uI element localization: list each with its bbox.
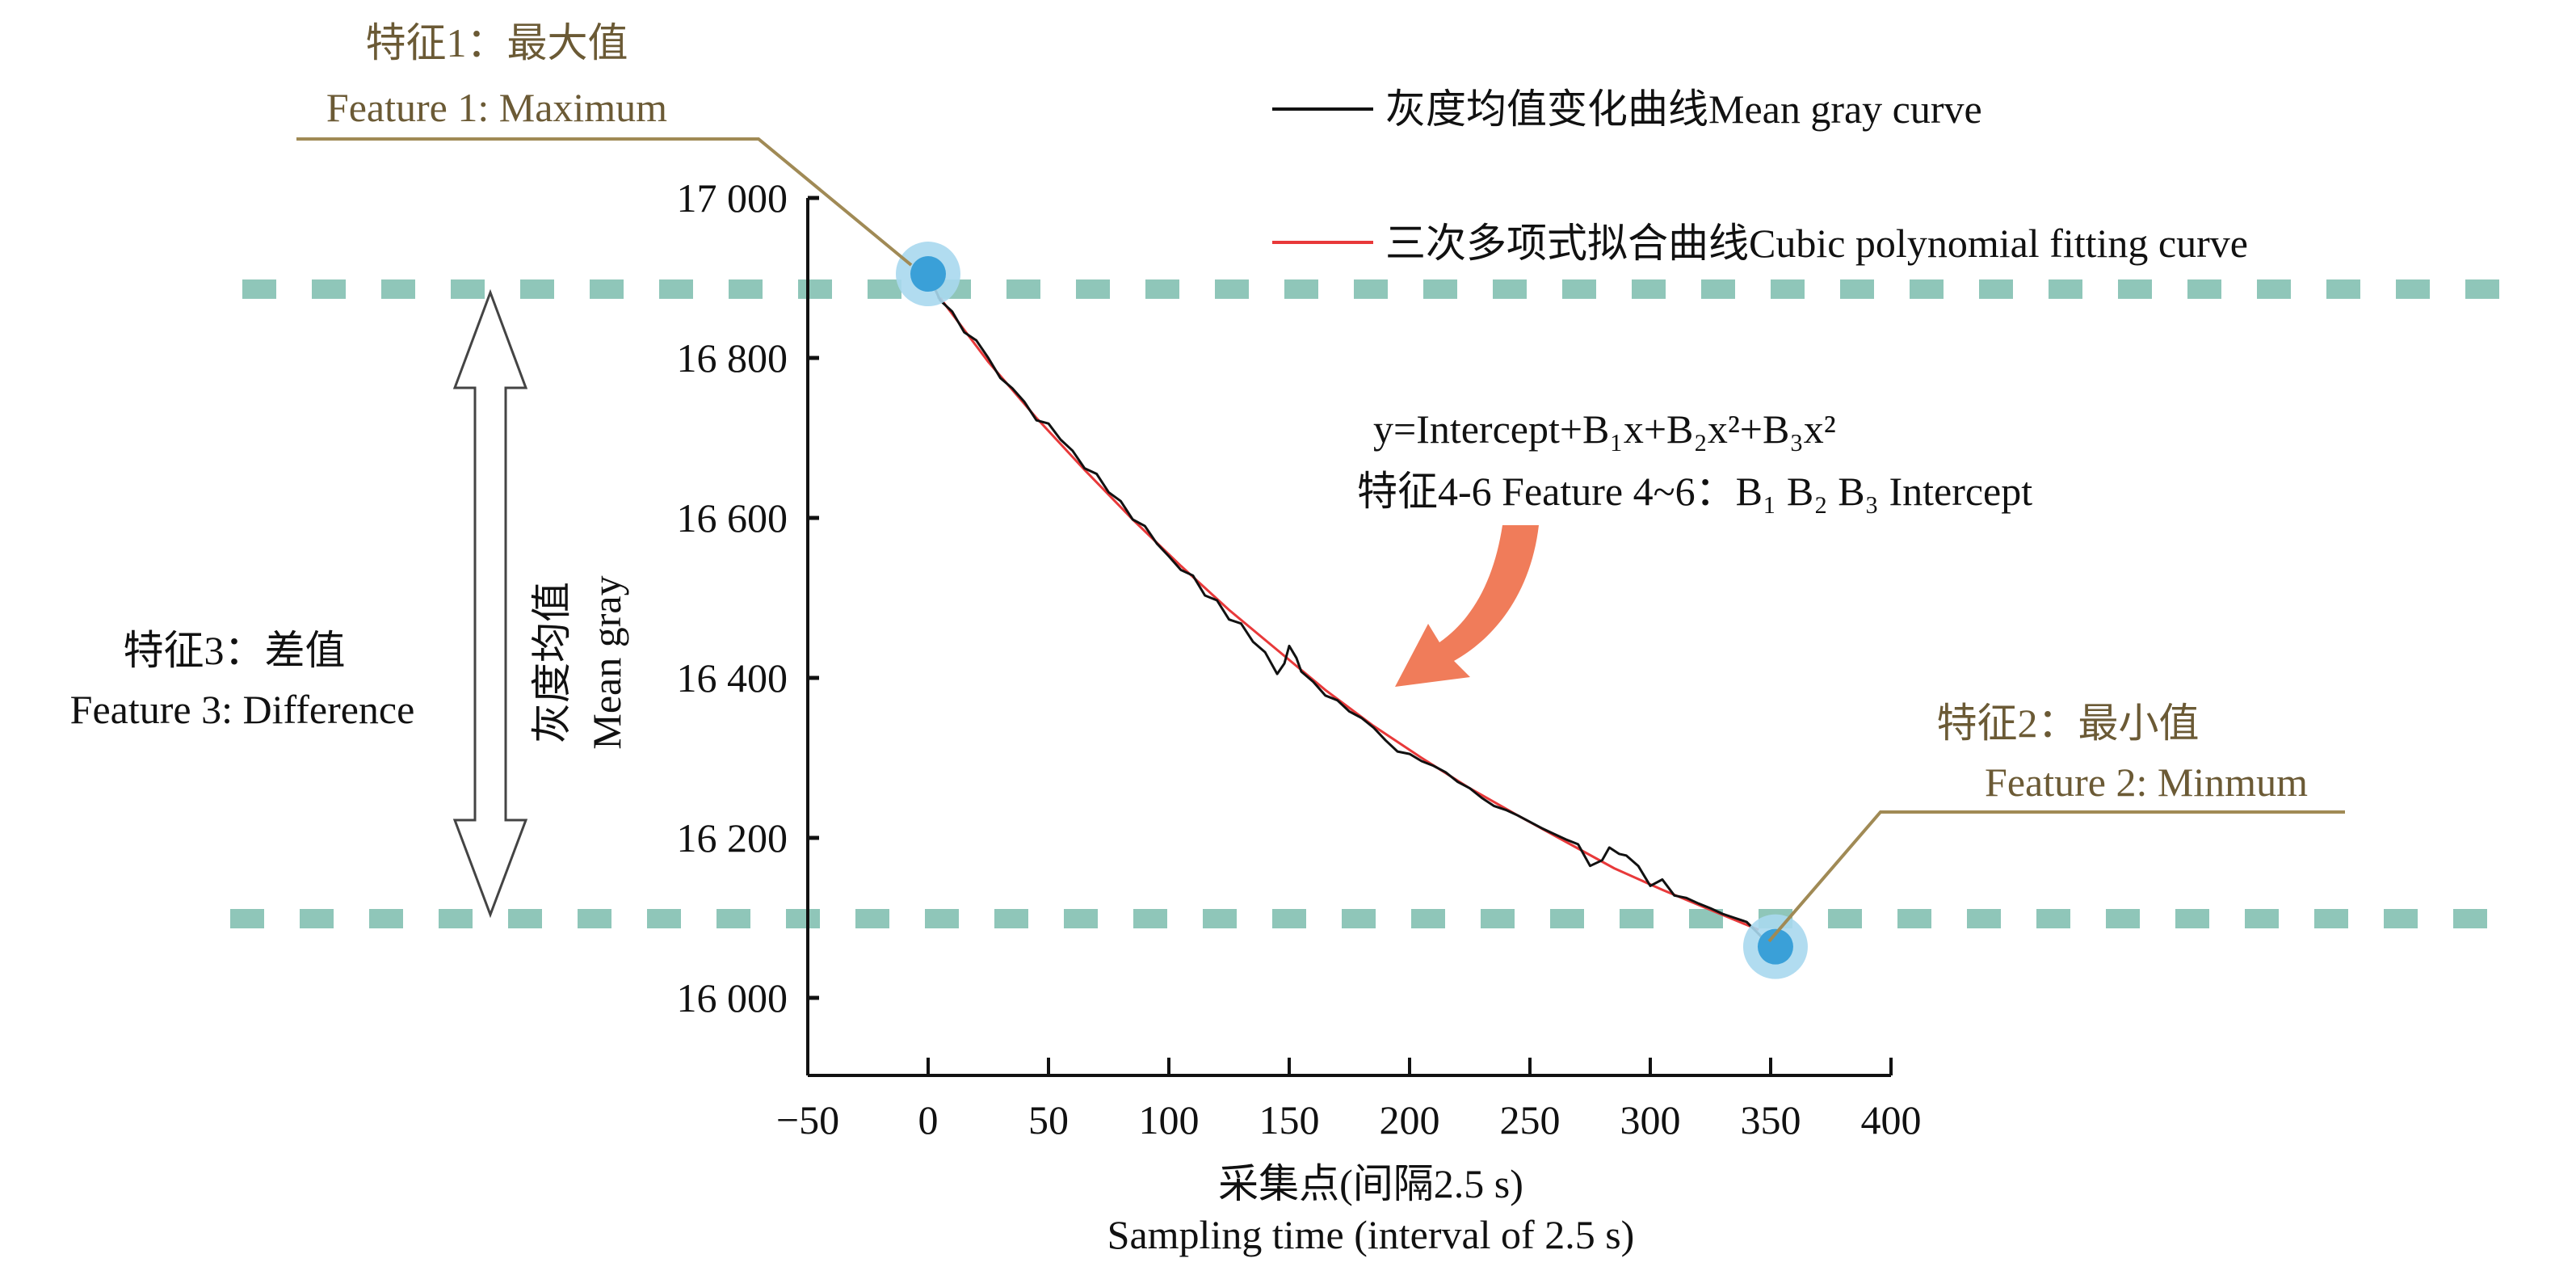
mean-gray-curve-line bbox=[927, 273, 1772, 948]
x-tick-label: 250 bbox=[1500, 1097, 1561, 1142]
y-tick-label: 16 400 bbox=[677, 655, 788, 701]
x-tick-label: 100 bbox=[1139, 1097, 1200, 1142]
feature-markers bbox=[896, 242, 1808, 979]
y-tick-label: 16 200 bbox=[677, 815, 788, 861]
feature2-label-en: Feature 2: Minmum bbox=[1985, 760, 2308, 805]
curved-arrow-icon bbox=[1395, 525, 1539, 687]
double-arrow-icon bbox=[452, 288, 528, 919]
series-group bbox=[927, 273, 1772, 948]
feature1-callout-line bbox=[296, 137, 913, 267]
y-axis-title-cn: 灰度均值 bbox=[529, 582, 574, 743]
y-tick-label: 16 600 bbox=[677, 495, 788, 541]
feature2-callout-line bbox=[1767, 810, 2345, 943]
x-tick-label: 200 bbox=[1380, 1097, 1440, 1142]
x-tick-label: 350 bbox=[1741, 1097, 1801, 1142]
axes: 16 000 16 200 16 400 16 600 16 800 17 000 −50 0… bbox=[677, 175, 1922, 1142]
guide-lines bbox=[230, 279, 2528, 928]
y-tick-label: 17 000 bbox=[677, 175, 788, 221]
legend-label-mean: 灰度均值变化曲线Mean gray curve bbox=[1385, 86, 1982, 132]
x-tick-label: 400 bbox=[1861, 1097, 1922, 1142]
feature1-label-cn: 特征1：最大值 bbox=[366, 20, 628, 65]
feature3-label-en: Feature 3: Difference bbox=[70, 687, 415, 732]
x-tick-label: −50 bbox=[776, 1097, 839, 1142]
feature2-label-cn: 特征2：最小值 bbox=[1937, 701, 2200, 746]
x-axis-title-cn: 采集点(间隔2.5 s) bbox=[1218, 1161, 1523, 1206]
x-tick-label: 300 bbox=[1620, 1097, 1681, 1142]
y-tick-label: 16 000 bbox=[677, 975, 788, 1020]
feature46-label: 特征4-6 Feature 4~6：B₁ B₂ B₃ Intercept bbox=[1357, 469, 2032, 514]
legend-label-fit: 三次多项式拟合曲线Cubic polynomial fitting curve bbox=[1385, 221, 2248, 266]
feature3-label-cn: 特征3：差值 bbox=[124, 628, 346, 673]
x-tick-label: 0 bbox=[918, 1097, 939, 1142]
x-axis-title-en: Sampling time (interval of 2.5 s) bbox=[1107, 1212, 1635, 1257]
x-tick-label: 50 bbox=[1028, 1097, 1069, 1142]
y-tick-label: 16 800 bbox=[677, 335, 788, 381]
max-marker-point bbox=[910, 256, 946, 292]
x-tick-label: 150 bbox=[1259, 1097, 1320, 1142]
fit-curve-line bbox=[939, 297, 1759, 932]
min-marker-point bbox=[1757, 928, 1793, 965]
equation-text: y=Intercept+B₁x+B₂x²+B₃x² bbox=[1373, 406, 1836, 452]
feature1-label-en: Feature 1: Maximum bbox=[326, 85, 667, 130]
y-axis-title-en: Mean gray bbox=[584, 575, 629, 749]
